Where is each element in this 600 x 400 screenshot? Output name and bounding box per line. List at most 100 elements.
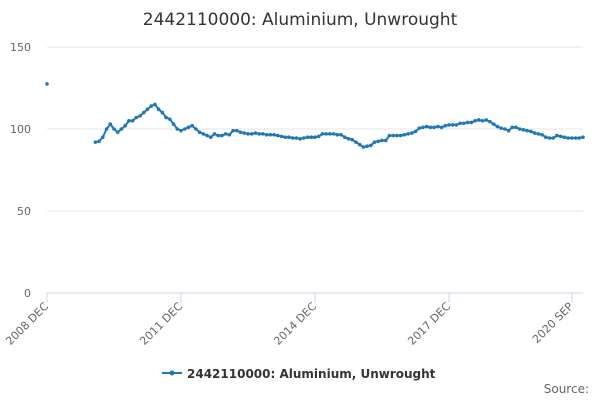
data-point-2020-07 [562,135,567,139]
chart-title: 2442110000: Aluminium, Unwrought [143,10,458,30]
data-point-2017-05 [421,125,425,130]
x-tick-label-3: 2017 DEC [405,300,453,348]
data-point-2013-01 [227,132,232,137]
data-point-2012-08 [208,135,213,139]
data-point-2019-12 [536,132,541,136]
data-point-2016-08 [387,133,392,138]
data-point-2010-08 [119,127,124,131]
data-point-2010-03 [101,135,105,139]
data-point-2012-03 [190,123,194,128]
y-tick-label-0: 0 [24,287,31,300]
data-point-2017-10 [439,125,444,130]
data-point-2019-04 [506,128,511,133]
data-point-2018-12 [491,122,496,126]
data-point-2017-11 [443,123,448,128]
data-point-2015-07 [339,132,343,137]
data-point-2012-11 [220,133,224,138]
data-point-2010-02 [97,139,101,144]
data-point-2020-09 [570,136,574,140]
data-point-2019-11 [532,131,537,135]
legend-point-marker [169,370,175,376]
data-point-2010-04 [104,127,109,131]
data-point-2011-07 [160,110,165,115]
data-point-2020-01 [540,132,544,137]
series-line-0 [95,103,584,148]
data-point-2018-03 [458,121,462,126]
data-point-2020-10 [573,136,578,140]
data-point-2011-09 [168,117,172,121]
data-point-2012-09 [212,132,217,136]
data-point-2014-02 [275,133,280,138]
data-point-2016-11 [398,133,403,138]
data-point-2019-05 [510,125,515,130]
data-point-2014-04 [283,135,288,139]
data-point-2016-04 [372,140,377,144]
data-point-2013-09 [257,132,261,136]
data-point-2013-08 [253,131,258,135]
data-point-2016-07 [383,138,388,143]
data-point-2015-03 [324,132,328,136]
data-point-2018-05 [465,120,470,125]
data-point-2010-07 [115,130,120,135]
data-point-2018-06 [469,120,474,125]
data-point-2010-05 [108,122,113,126]
data-point-2015-12 [357,142,362,147]
data-point-2016-03 [369,143,373,148]
data-point-2014-11 [309,135,314,139]
data-point-2015-09 [346,137,351,141]
data-point-2020-12 [581,135,585,139]
data-point-2012-10 [216,133,221,138]
data-point-2015-04 [328,132,332,136]
data-point-2013-02 [231,128,235,133]
source-credit[interactable]: Source: [544,382,589,396]
data-point-2019-10 [529,129,533,134]
data-point-2012-12 [223,132,228,136]
data-point-2012-05 [197,130,202,135]
data-point-2010-11 [130,119,135,123]
data-point-2020-05 [555,133,559,138]
x-axis: 2008 DEC 2011 DEC 2014 DEC 2017 DEC 2020 SEP [3,293,576,348]
data-point-2016-06 [380,138,384,143]
data-point-2019-01 [495,124,500,129]
data-point-2018-11 [488,119,492,124]
data-point-2016-05 [376,139,381,144]
data-point-2013-11 [264,132,269,137]
data-point-2010-06 [112,127,116,131]
data-point-2020-11 [577,136,582,140]
data-point-2012-02 [186,125,191,130]
data-point-2014-12 [313,135,317,139]
data-point-2008-12 [45,82,49,86]
data-point-2018-08 [476,118,481,122]
x-tick-label-2: 2014 DEC [271,300,319,348]
data-point-2015-11 [354,140,358,144]
data-point-2019-02 [499,126,503,130]
data-point-2020-02 [543,135,548,139]
data-point-2015-02 [320,132,325,136]
data-point-2016-10 [395,133,399,138]
data-point-2017-02 [409,131,414,135]
data-point-2011-06 [156,107,161,112]
data-point-2014-09 [302,136,306,140]
data-point-2019-08 [521,128,526,132]
y-tick-label-150: 150 [10,41,31,54]
data-point-2015-06 [335,132,340,137]
data-point-2014-07 [294,136,299,140]
data-point-2018-01 [450,123,455,127]
data-point-2010-10 [127,119,131,123]
data-point-2012-04 [194,127,198,131]
legend[interactable]: 2442110000: Aluminium, Unwrought [162,367,436,381]
data-point-2011-03 [145,107,150,112]
data-point-2011-10 [171,122,176,126]
data-point-2012-01 [182,127,187,131]
data-point-2014-08 [298,137,302,141]
data-point-2012-07 [205,133,209,138]
data-point-2014-10 [305,135,310,139]
data-point-2013-04 [238,130,243,135]
data-point-2017-01 [406,132,410,136]
data-point-2019-09 [525,128,529,133]
data-point-2018-07 [473,119,477,123]
gridlines [47,46,583,294]
data-point-2010-09 [123,123,127,128]
data-point-2020-08 [566,136,570,140]
